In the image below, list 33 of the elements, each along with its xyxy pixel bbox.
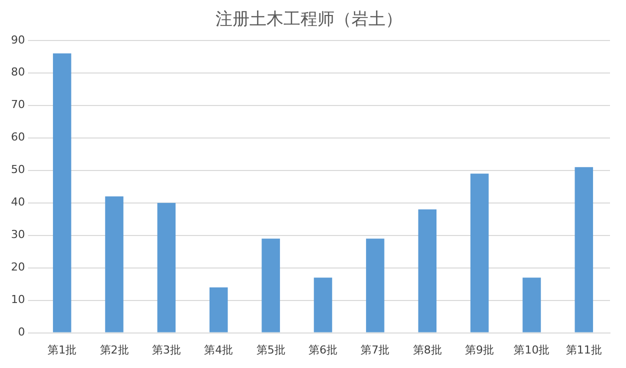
y-tick-label: 40: [10, 196, 25, 209]
x-tick-label: 第8批: [412, 343, 442, 356]
bar: [366, 238, 384, 332]
y-tick-label: 60: [10, 130, 25, 144]
y-tick-label: 0: [18, 326, 25, 339]
y-tick-label: 20: [10, 260, 25, 274]
bar: [470, 174, 489, 332]
y-tick-label: 30: [10, 228, 25, 242]
bar: [52, 53, 72, 332]
x-tick-label: 第4批: [204, 343, 234, 356]
chart-title: 注册土木工程师（岩土）: [216, 10, 402, 30]
x-tick-label: 第1批: [48, 343, 77, 356]
bar: [157, 202, 176, 332]
bar: [105, 196, 124, 332]
y-tick-label: 70: [10, 98, 25, 112]
y-tick-label: 50: [10, 163, 25, 176]
y-tick-label: 10: [10, 293, 25, 306]
bar: [314, 278, 332, 332]
x-tick-label: 第7批: [360, 343, 390, 356]
y-tick-label: 90: [10, 33, 25, 46]
x-tick-label: 第5批: [256, 343, 286, 356]
bar: [574, 167, 594, 332]
bar: [522, 278, 541, 332]
x-tick-label: 第6批: [308, 343, 338, 356]
x-tick-label: 第3批: [152, 343, 181, 356]
bar: [262, 238, 280, 332]
bar: [210, 287, 228, 332]
x-tick-label: 第9批: [465, 343, 494, 356]
x-tick-label: 第10批: [514, 343, 550, 356]
x-tick-label: 第2批: [100, 343, 129, 356]
x-tick-label: 第11批: [566, 343, 602, 356]
y-tick-label: 80: [10, 66, 25, 79]
bar: [418, 209, 436, 332]
